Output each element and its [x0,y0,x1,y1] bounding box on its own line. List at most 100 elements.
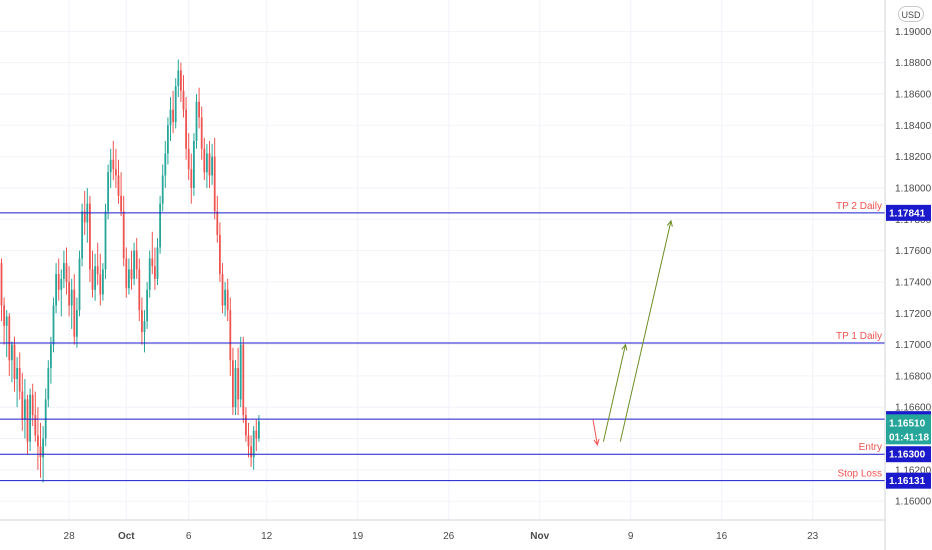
candle-body [8,316,11,361]
x-tick-label: 19 [352,531,364,542]
candle-body [122,211,125,259]
projection-arrows [592,219,673,446]
candle-body [211,156,213,176]
candle-body [70,289,73,306]
y-tick-label: 1.18000 [895,183,932,194]
level-label: TP 2 Daily [836,201,882,212]
candle-body [180,70,182,91]
candle-body [24,399,26,420]
candle-body [55,274,57,306]
candle-body [169,109,172,126]
candle-body [115,169,117,176]
candle-body [216,211,219,235]
candle-body [167,125,169,154]
candle-body [3,305,5,326]
level-label: Entry [859,442,882,453]
candle-body [57,274,60,290]
candle-body [102,269,104,295]
candle-body [0,263,3,306]
level-price-badge [886,472,931,489]
candle-body [130,269,133,279]
candle-body [193,140,195,188]
candle-body [96,266,99,275]
candle-body [141,310,143,333]
candle-body [68,281,70,306]
candle-body [65,263,68,282]
candle-body [237,368,239,400]
countdown-text: 01:41:18 [889,432,929,443]
candle-body [125,258,128,289]
y-tick-label: 1.16000 [895,497,932,508]
level-price-badge [886,204,931,221]
chart-grid [0,0,885,520]
candle-body [154,266,156,279]
x-tick-label: 6 [186,531,192,542]
candle-body [37,435,39,447]
arrow-up-tp1-head [621,343,628,351]
candle-body [31,394,34,416]
candle-body [159,203,161,248]
candle-body [198,101,200,118]
y-tick-label: 1.16200 [895,465,932,476]
candle-body [190,169,193,188]
candle-body [26,399,29,442]
y-tick-label: 1.18200 [895,152,932,163]
candle-body [148,258,151,290]
y-tick-label: 1.18600 [895,89,932,100]
candle-body [258,421,260,439]
level-price-badge [886,446,931,463]
currency-button[interactable]: USD [898,6,924,22]
candle-body [151,258,154,267]
candle-body [164,153,167,176]
candle-body [81,211,83,259]
candle-body [76,310,78,337]
candle-body [208,153,211,176]
candle-body [89,203,91,270]
candle-body [247,435,250,447]
price-axis[interactable]: 1.160001.162001.164001.166001.168001.170… [884,0,932,550]
x-tick-label: 9 [628,531,634,542]
y-tick-label: 1.17400 [895,277,932,288]
candle-body [78,258,81,311]
candle-body [242,344,245,416]
x-tick-label: Oct [118,531,135,542]
candle-body [11,344,13,361]
current-price-badge [886,414,931,445]
candle-body [39,446,42,458]
candle-body [239,344,242,400]
candle-body [29,394,31,442]
candle-body [182,90,185,110]
candle-body [34,415,37,436]
candle-body [252,430,255,458]
candle-body [42,438,44,458]
candle-body [203,148,206,173]
candle-body [73,289,76,337]
candle-body [229,310,232,361]
level-price-badge-text: 1.16300 [889,450,926,461]
y-tick-label: 1.18400 [895,121,932,132]
candle-body [213,156,216,212]
candle-body [91,269,94,290]
candle-body [112,159,115,170]
current-price-text: 1.16510 [889,418,926,429]
candle-body [83,211,86,223]
candle-body [156,247,159,279]
y-tick-label: 1.19000 [895,27,932,38]
x-tick-label: 26 [443,531,455,542]
level-price-badge-text: 1.16131 [889,476,926,487]
candle-body [50,344,52,369]
candle-body [16,368,18,380]
candle-body [195,101,198,141]
candle-body [128,269,130,289]
candle-body [224,289,226,306]
candle-body [206,153,208,173]
candle-body [143,321,146,333]
candle-body [5,316,8,326]
y-tick-label: 1.17200 [895,309,932,320]
candles-layer [0,59,260,483]
candle-body [221,274,224,306]
y-tick-label: 1.17000 [895,340,932,351]
time-axis[interactable]: 28 Oct 6 12 19 26 Nov 9 16 23 [0,519,885,542]
x-tick-label: 16 [716,531,728,542]
